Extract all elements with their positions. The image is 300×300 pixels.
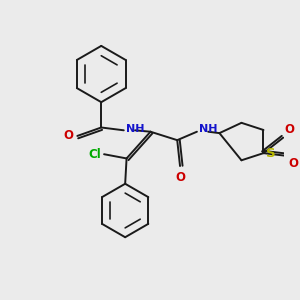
Text: S: S: [266, 147, 275, 160]
Text: O: O: [63, 129, 73, 142]
Text: O: O: [289, 158, 299, 170]
Text: O: O: [285, 123, 295, 136]
Text: Cl: Cl: [88, 148, 101, 161]
Text: NH: NH: [199, 124, 218, 134]
Text: NH: NH: [126, 124, 144, 134]
Text: O: O: [175, 171, 185, 184]
